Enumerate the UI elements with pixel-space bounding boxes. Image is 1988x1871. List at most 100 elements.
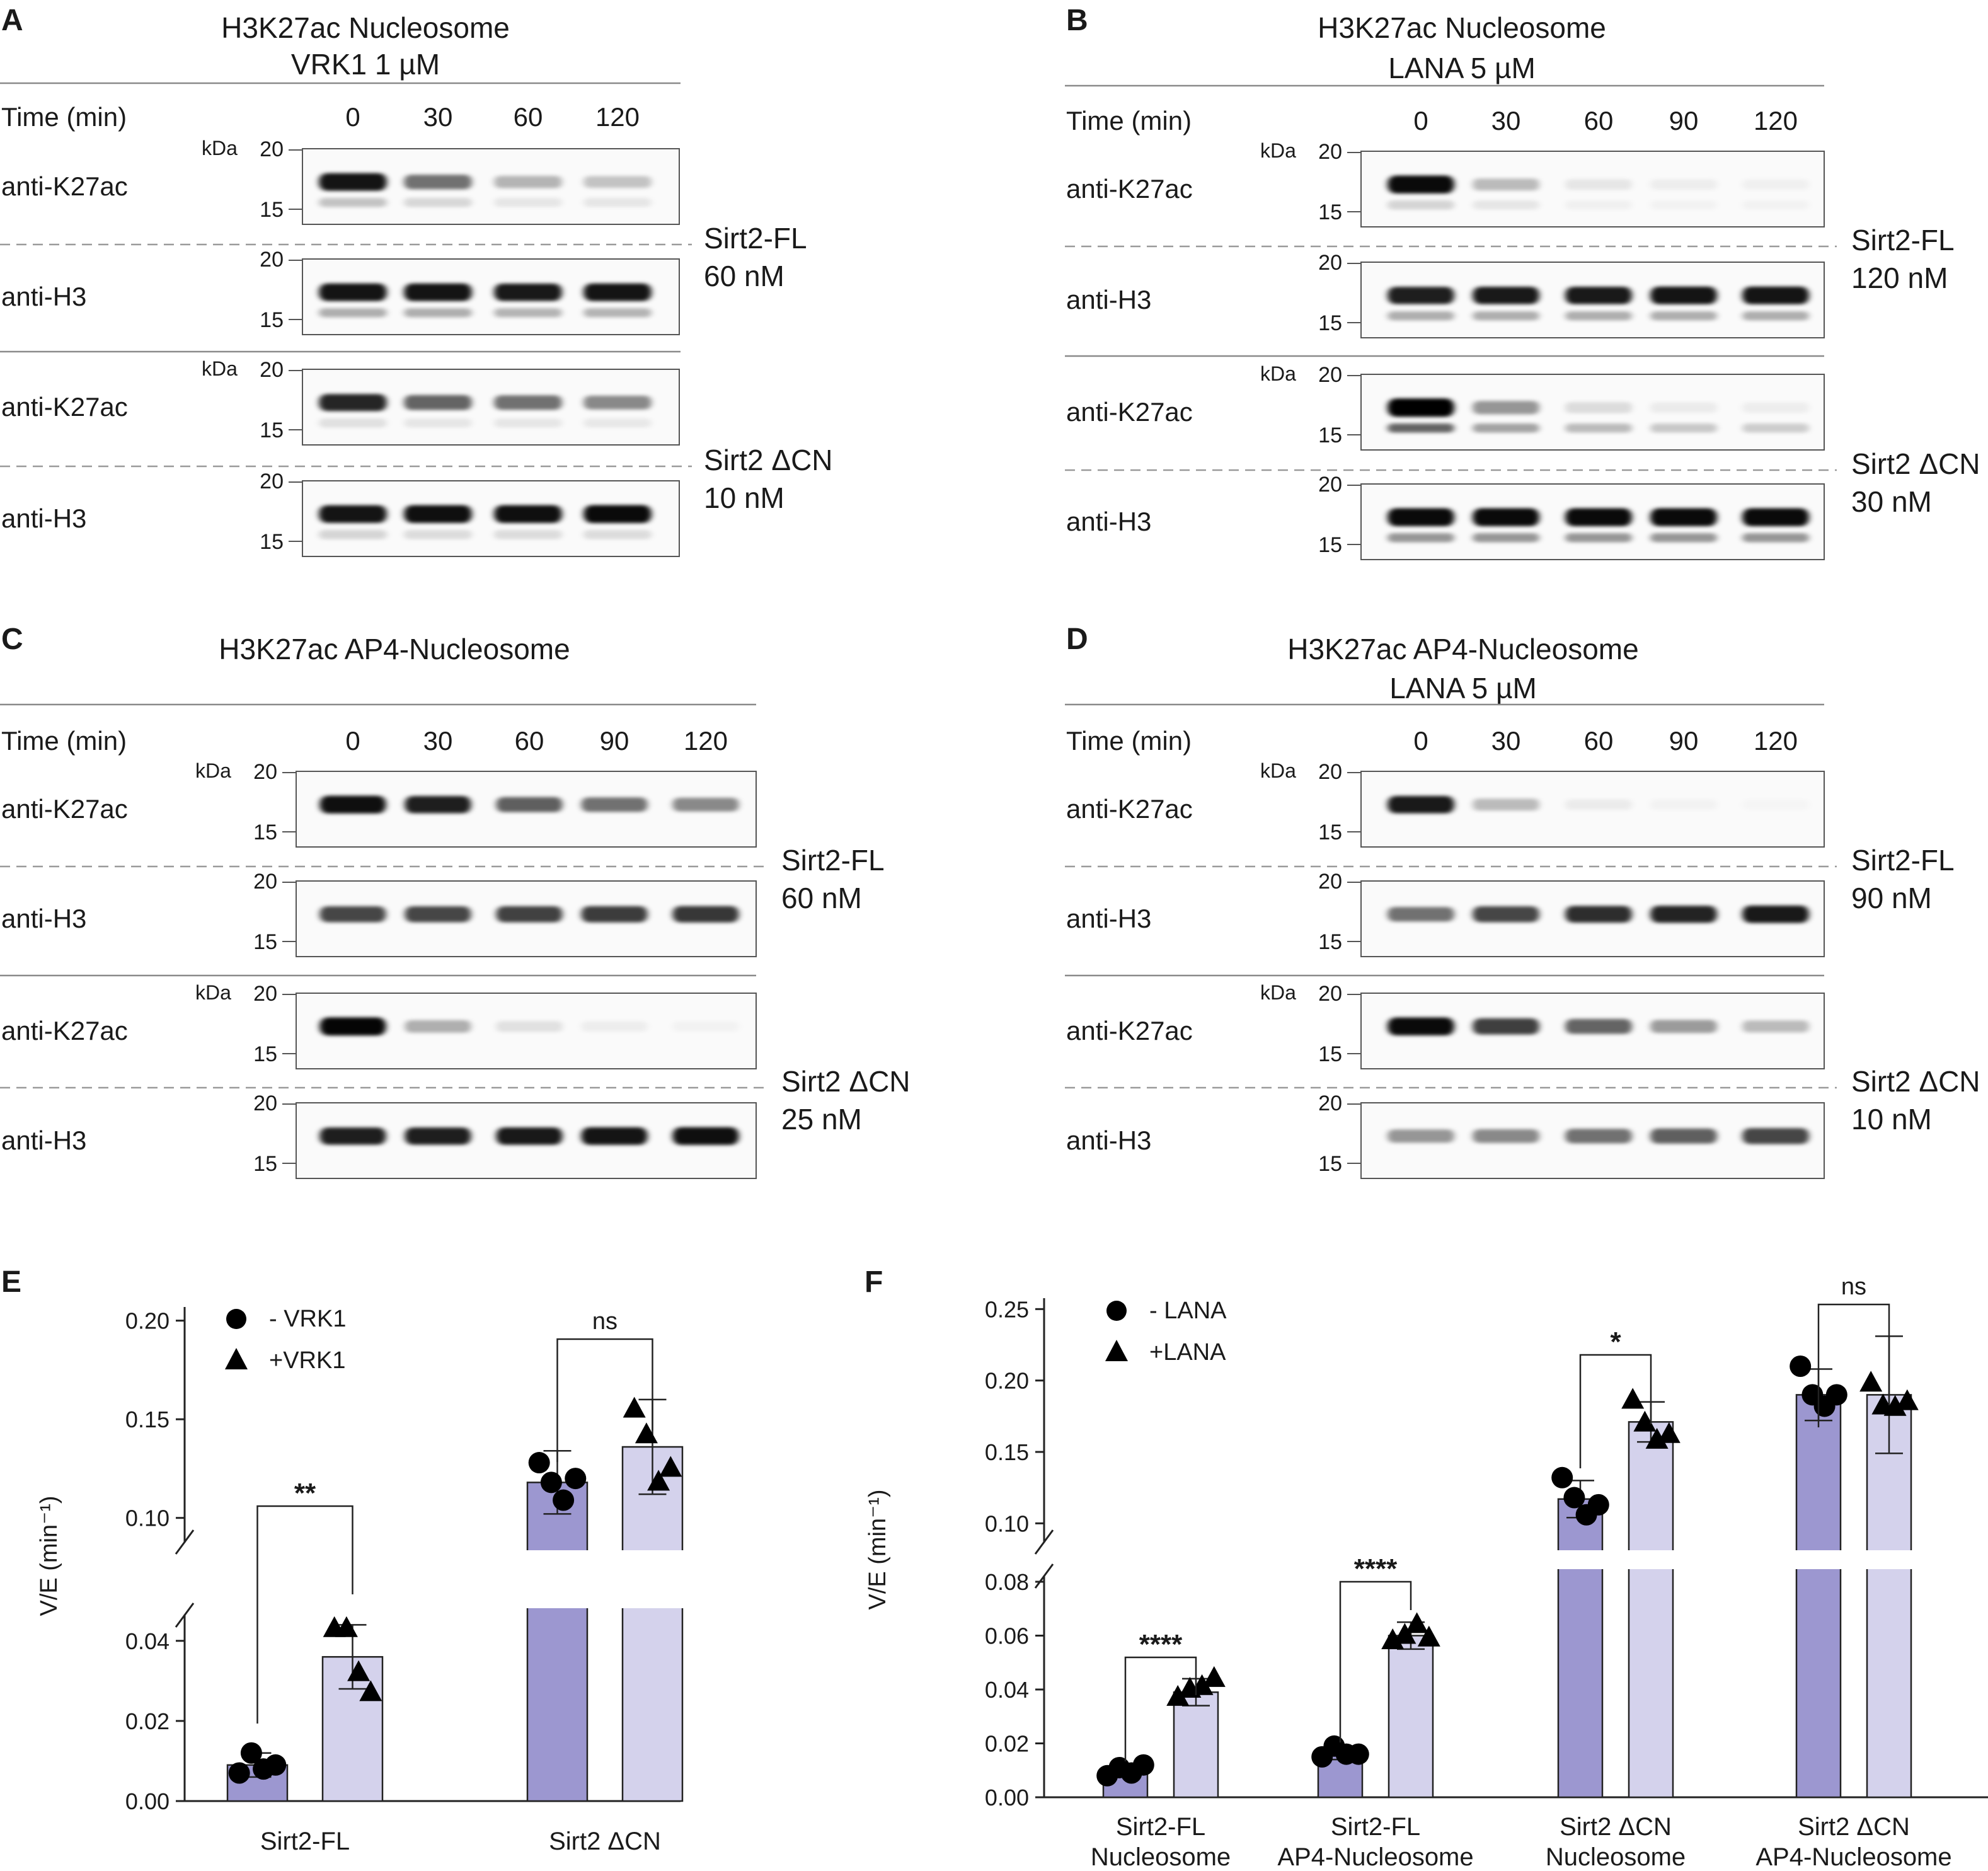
bar-lower-outline <box>526 1608 589 1802</box>
band-lower <box>1565 423 1632 433</box>
significance-bracket <box>1817 1303 1890 1427</box>
band <box>494 283 562 301</box>
y-tick-label: 0.15 <box>985 1439 1029 1465</box>
data-point <box>1202 1666 1226 1687</box>
band-lower <box>494 418 562 428</box>
time-point-label: 60 <box>515 726 544 756</box>
data-point <box>1895 1389 1919 1410</box>
bar-lower-outline <box>1795 1569 1842 1799</box>
bar-lower-outline <box>1628 1569 1674 1799</box>
significance-label: ns <box>592 1308 618 1335</box>
y-tick-label: 0.15 <box>125 1407 169 1432</box>
band <box>583 283 652 301</box>
band <box>404 283 472 301</box>
antibody-label: anti-K27ac <box>1066 794 1193 824</box>
bar-group <box>1166 1666 1226 1799</box>
antibody-label: anti-H3 <box>1066 904 1151 933</box>
significance-bracket <box>1124 1656 1197 1761</box>
band <box>1388 508 1454 527</box>
band <box>319 795 386 814</box>
mw-marker-15: 15 <box>260 418 284 442</box>
mw-marker-20: 20 <box>1318 870 1342 894</box>
band <box>1473 1129 1539 1143</box>
band-lower <box>404 418 472 428</box>
band-lower <box>1388 533 1454 543</box>
condition-concentration: 60 nM <box>781 882 862 914</box>
band <box>494 395 562 410</box>
data-point <box>1790 1356 1812 1377</box>
antibody-label: anti-K27ac <box>1 1016 128 1045</box>
mw-marker-15: 15 <box>260 530 284 554</box>
significance-label: **** <box>1354 1553 1398 1584</box>
band-lower <box>404 308 472 318</box>
bar-group <box>1096 1754 1154 1799</box>
y-tick-label: 0.10 <box>125 1505 169 1531</box>
band-lower <box>583 530 652 539</box>
band <box>1388 398 1454 417</box>
blot-row: anti-H3 20 15 <box>1 248 680 335</box>
band-lower <box>1473 200 1539 210</box>
blot-row: anti-K27ac kDa 20 15 <box>1066 362 1825 451</box>
legend-marker <box>1106 1301 1127 1321</box>
bar-lower-segment <box>527 1608 587 1801</box>
y-tick-label: 0.00 <box>985 1785 1029 1811</box>
panel-title: H3K27ac AP4-Nucleosome <box>1287 633 1638 665</box>
band-lower <box>1742 423 1809 433</box>
data-point <box>1393 1623 1416 1644</box>
legend-label: - LANA <box>1149 1298 1227 1324</box>
blot-row: anti-K27ac kDa 20 15 <box>1066 139 1825 227</box>
axis-break <box>175 1603 195 1628</box>
band-lower <box>1565 533 1632 543</box>
band <box>319 505 387 523</box>
band <box>1473 286 1539 304</box>
band <box>1650 402 1717 413</box>
band <box>1473 401 1539 415</box>
data-point <box>1132 1754 1154 1776</box>
bar-group <box>321 1616 384 1802</box>
time-point-label: 0 <box>345 102 360 132</box>
panel-title: H3K27ac Nucleosome <box>221 11 510 44</box>
significance-label: * <box>1610 1327 1621 1357</box>
time-point-label: 30 <box>423 726 453 756</box>
bar-group <box>1381 1612 1440 1799</box>
data-point <box>1859 1371 1883 1392</box>
blot-row: anti-H3 20 15 <box>1 1091 757 1179</box>
band-lower <box>1388 423 1454 433</box>
band <box>1388 1017 1454 1036</box>
mw-marker-20: 20 <box>1318 473 1342 497</box>
data-point <box>1417 1625 1440 1647</box>
chart-f: F 0.00 0.02 0.04 0.06 0.08 0.10 0.15 0.20 0.25 V/E… <box>865 1265 1988 1871</box>
y-tick-label: 0.10 <box>985 1511 1029 1536</box>
mw-marker-15: 15 <box>1318 311 1342 335</box>
antibody-label: anti-H3 <box>1 282 86 311</box>
blot-row: anti-K27ac kDa 20 15 <box>1066 759 1825 848</box>
data-point <box>1657 1422 1681 1443</box>
time-point-label: 60 <box>1584 106 1614 135</box>
bar <box>1173 1691 1219 1799</box>
time-point-label: 60 <box>1584 726 1614 756</box>
antibody-label: anti-H3 <box>1066 1125 1151 1155</box>
blot-panel-b: B H3K27ac Nucleosome LANA 5 µM Time (min) 0 3… <box>1065 4 1980 560</box>
band-lower <box>1473 311 1539 321</box>
condition-concentration: 60 nM <box>704 260 784 292</box>
panel-title: H3K27ac AP4-Nucleosome <box>219 633 570 665</box>
antibody-label: anti-K27ac <box>1066 174 1193 204</box>
panel-title: H3K27ac Nucleosome <box>1318 11 1606 44</box>
data-point <box>1587 1494 1609 1516</box>
band <box>1473 178 1539 191</box>
band <box>1388 907 1454 922</box>
bar-lower-outline <box>1866 1569 1912 1799</box>
blot-row: anti-K27ac kDa 20 15 <box>1 759 757 848</box>
mw-marker-20: 20 <box>1318 982 1342 1006</box>
band <box>319 283 387 301</box>
band <box>1742 286 1809 304</box>
antibody-label: anti-K27ac <box>1 794 128 824</box>
data-point <box>1381 1628 1405 1650</box>
western-blot-panels: A H3K27ac Nucleosome VRK1 1 µM Time (min) 0 3… <box>0 4 1980 1179</box>
kda-label: kDa <box>202 137 238 159</box>
mw-marker-20: 20 <box>253 870 277 894</box>
band-lower <box>319 308 387 318</box>
time-point-label: 30 <box>1491 106 1521 135</box>
mw-marker-20: 20 <box>260 248 284 272</box>
